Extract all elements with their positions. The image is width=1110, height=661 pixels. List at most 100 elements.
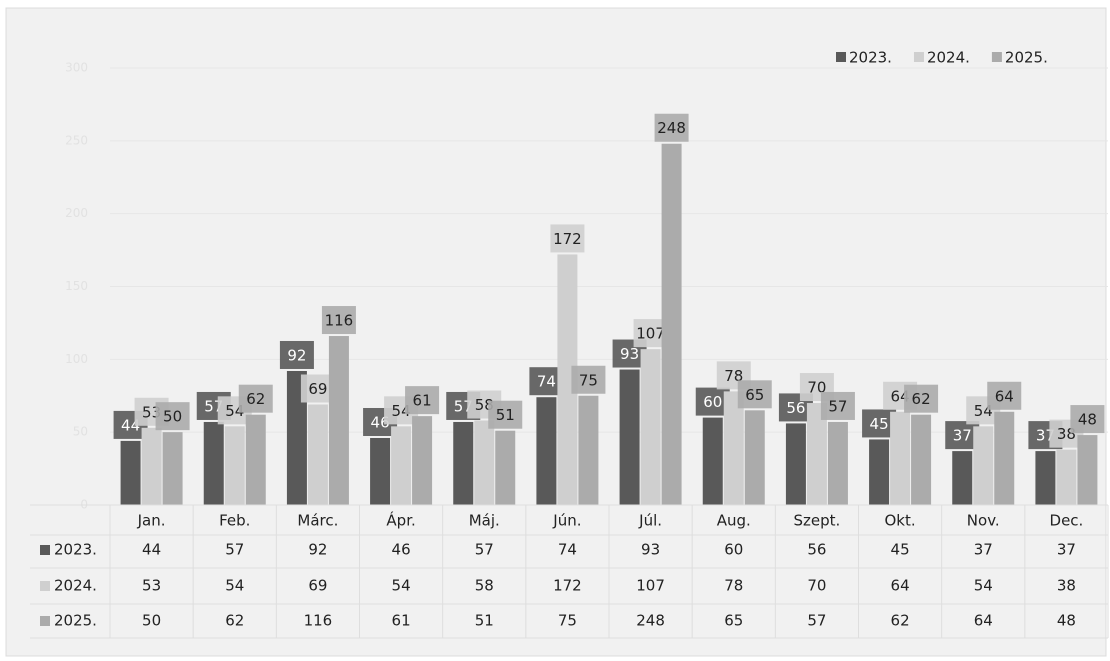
table-cell: 37 <box>1057 541 1076 559</box>
x-tick-label: Aug. <box>717 512 751 530</box>
bar <box>1056 449 1077 505</box>
data-label-box <box>654 113 689 142</box>
table-cell: 57 <box>807 612 826 630</box>
table-cell: 38 <box>1057 577 1076 595</box>
y-tick-label: 50 <box>73 425 88 439</box>
data-label: 56 <box>786 399 805 417</box>
table-cell: 57 <box>225 541 244 559</box>
table-cell: 44 <box>142 541 161 559</box>
bar <box>307 404 328 505</box>
bar <box>557 254 578 505</box>
table-cell: 60 <box>724 541 743 559</box>
table-cell: 70 <box>807 577 826 595</box>
legend-label: 2025. <box>1005 49 1048 67</box>
table-cell: 57 <box>475 541 494 559</box>
legend-label: 2023. <box>849 49 892 67</box>
data-label: 50 <box>163 408 182 426</box>
table-cell: 53 <box>142 577 161 595</box>
data-label: 64 <box>995 387 1014 405</box>
bar <box>162 432 183 505</box>
bar <box>806 403 827 505</box>
data-label: 93 <box>620 345 639 363</box>
data-label-box <box>405 386 440 415</box>
x-tick-label: Márc. <box>297 512 338 530</box>
data-label: 75 <box>579 371 598 389</box>
table-cell: 172 <box>553 577 582 595</box>
table-cell: 46 <box>392 541 411 559</box>
table-cell: 78 <box>724 577 743 595</box>
table-row-label: 2024. <box>54 577 97 595</box>
table-cell: 58 <box>475 577 494 595</box>
data-label: 92 <box>287 346 306 364</box>
bar <box>973 426 994 505</box>
data-label: 69 <box>308 380 327 398</box>
x-tick-label: Máj. <box>469 512 500 530</box>
table-cell: 56 <box>807 541 826 559</box>
table-cell: 248 <box>636 612 665 630</box>
data-label: 248 <box>657 119 686 137</box>
table-cell: 64 <box>891 577 910 595</box>
table-row-label: 2025. <box>54 612 97 630</box>
x-tick-label: Jan. <box>137 512 166 530</box>
bar <box>453 421 474 505</box>
bar <box>328 336 349 505</box>
data-label: 116 <box>325 312 354 330</box>
x-tick-label: Ápr. <box>386 511 415 530</box>
table-cell: 54 <box>225 577 244 595</box>
x-tick-label: Júl. <box>638 512 662 530</box>
bar <box>744 410 765 505</box>
table-cell: 116 <box>304 612 333 630</box>
data-label-box <box>987 381 1022 410</box>
data-label-box <box>737 380 772 409</box>
y-tick-label: 100 <box>65 352 88 366</box>
data-label: 172 <box>553 230 582 248</box>
data-label: 57 <box>828 397 847 415</box>
y-tick-label: 300 <box>65 61 88 75</box>
table-cell: 107 <box>636 577 665 595</box>
table-cell: 75 <box>558 612 577 630</box>
bar <box>1035 451 1056 505</box>
x-tick-label: Feb. <box>219 512 250 530</box>
data-label: 60 <box>703 393 722 411</box>
bar <box>578 395 599 505</box>
x-tick-label: Okt. <box>885 512 916 530</box>
legend-label: 2024. <box>927 49 970 67</box>
data-label-box <box>321 306 356 335</box>
table-cell: 48 <box>1057 612 1076 630</box>
bar <box>412 416 433 505</box>
bar <box>640 349 661 505</box>
y-tick-label: 250 <box>65 133 88 147</box>
bar <box>1077 435 1098 505</box>
bar <box>474 420 495 505</box>
bar <box>536 397 557 505</box>
bar <box>661 143 682 505</box>
x-tick-label: Jún. <box>552 512 581 530</box>
table-cell: 54 <box>392 577 411 595</box>
data-label-box <box>550 224 585 253</box>
table-cell: 62 <box>225 612 244 630</box>
table-row-label: 2023. <box>54 541 97 559</box>
table-swatch <box>40 616 50 626</box>
bar <box>869 439 890 505</box>
data-label: 51 <box>496 406 515 424</box>
table-swatch <box>40 545 50 555</box>
data-label: 48 <box>1078 411 1097 429</box>
table-cell: 74 <box>558 541 577 559</box>
bar <box>952 451 973 505</box>
bar <box>785 423 806 505</box>
bar <box>370 437 391 505</box>
data-label-box <box>571 365 606 394</box>
data-label: 65 <box>745 386 764 404</box>
data-label: 45 <box>870 415 889 433</box>
table-cell: 69 <box>308 577 327 595</box>
table-cell: 51 <box>475 612 494 630</box>
data-label: 107 <box>636 325 665 343</box>
bar <box>203 421 224 505</box>
y-tick-label: 150 <box>65 279 88 293</box>
data-label-box <box>155 402 190 431</box>
table-cell: 54 <box>974 577 993 595</box>
x-tick-label: Szept. <box>794 512 841 530</box>
table-cell: 61 <box>392 612 411 630</box>
table-swatch <box>40 581 50 591</box>
